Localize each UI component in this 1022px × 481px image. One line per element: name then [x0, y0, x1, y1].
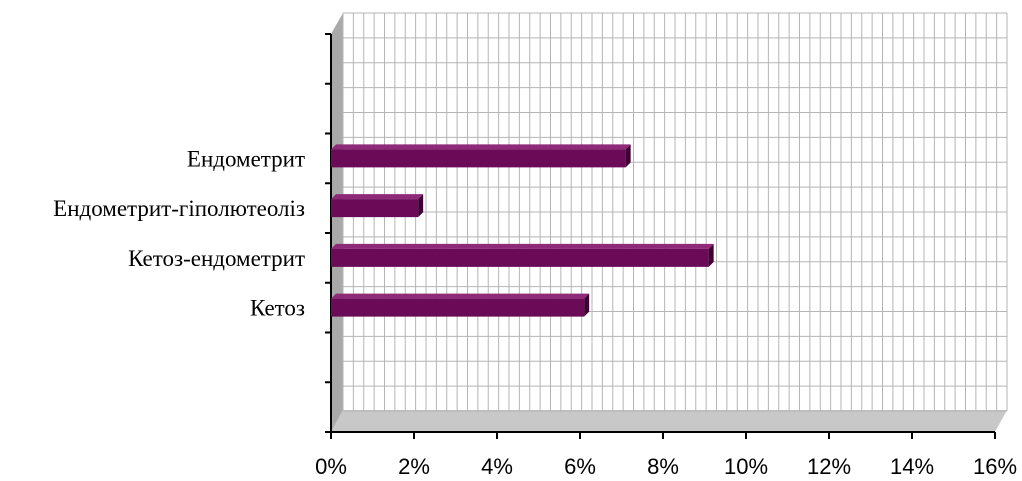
- category-label: Ендометрит-гіполютеоліз: [53, 196, 305, 221]
- x-tick-label: 16%: [973, 454, 1017, 479]
- bar-top-face: [331, 144, 631, 150]
- gridlines: [342, 12, 1008, 412]
- category-labels: Ендометрит Ендометрит-гіполютеоліз Кетоз-е…: [53, 146, 305, 320]
- bar-top-face: [331, 243, 714, 249]
- bar-end-face: [625, 144, 631, 168]
- x-tick-label: 6%: [564, 454, 596, 479]
- x-tick-label: 4%: [481, 454, 513, 479]
- x-axis: 0% 2% 4% 6% 8% 10% 12% 14% 16%: [315, 431, 1017, 479]
- bar-end-face: [584, 293, 590, 317]
- x-tick-label: 8%: [647, 454, 679, 479]
- category-label: Кетоз: [250, 296, 305, 321]
- bar-front-face: [331, 298, 585, 317]
- floor-plane: [331, 410, 1007, 432]
- x-tick-label: 10%: [724, 454, 768, 479]
- side-wall: [331, 13, 343, 432]
- bar-front-face: [331, 149, 626, 168]
- bar-top-face: [331, 293, 590, 299]
- bar-front-face: [331, 199, 419, 218]
- bar-front-face: [331, 248, 709, 267]
- bar: [331, 243, 714, 267]
- bar: [331, 293, 590, 317]
- bar-end-face: [418, 194, 424, 218]
- category-label: Ендометрит: [187, 146, 305, 171]
- bars: [331, 144, 714, 317]
- bar: [331, 144, 631, 168]
- x-tick-label: 12%: [807, 454, 851, 479]
- x-tick-label: 14%: [890, 454, 934, 479]
- bar-top-face: [331, 194, 424, 200]
- x-tick-label: 0%: [315, 454, 347, 479]
- y-axis: [325, 33, 332, 433]
- category-label: Кетоз-ендометрит: [128, 246, 305, 271]
- x-tick-label: 2%: [398, 454, 430, 479]
- bar: [331, 194, 424, 218]
- bar-end-face: [708, 243, 714, 267]
